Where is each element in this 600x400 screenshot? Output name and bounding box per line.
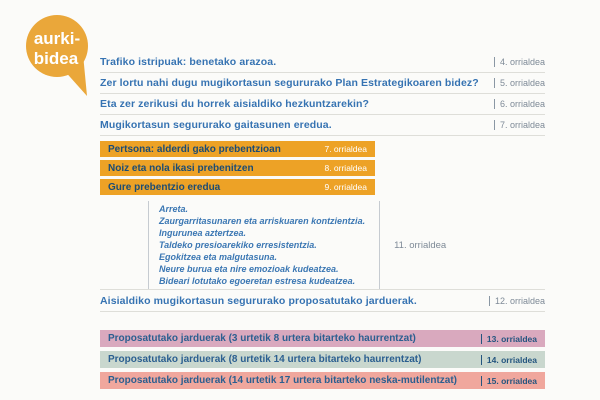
toc-row-page: 12. orrialdea [488,295,545,306]
bubble-title-line1: aurki- [34,29,80,48]
toc-row-label: Mugikortasun segururako gaitasunen eredu… [100,119,332,131]
proposal-row[interactable]: Proposatutako jarduerak (8 urtetik 14 ur… [100,351,545,368]
sublist-item: Bideari lotutako egoeretan estresa kudea… [159,276,356,286]
sublist-item: Egokitzea eta malgutasuna. [159,252,278,262]
sublist-item: Zaurgarritasunaren eta arriskuaren kontz… [159,216,366,226]
toc-row-page: 4. orrialdea [493,57,545,67]
highlighted-row-label: Gure prebentzio eredua [108,181,221,193]
toc-highlighted-section: Pertsona: alderdi gako prebentzioan 7. o… [100,141,545,195]
speech-bubble-icon: aurki- bidea [26,15,88,96]
toc-row[interactable]: Zer lortu nahi dugu mugikortasun segurur… [100,73,545,94]
proposal-row-page: 14. orrialdea [480,354,537,365]
sublist-item: Arreta. [159,204,189,214]
sublist-divider-rule [379,201,381,289]
highlighted-toc-row[interactable]: Pertsona: alderdi gako prebentzioan 7. o… [100,141,375,157]
toc-row[interactable]: Eta zer zerikusi du horrek aisialdiko he… [100,94,545,115]
highlighted-row-page: 9. orrialdea [324,182,367,192]
sublist-item: Taldeko presioarekiko erresistentzia. [159,240,317,250]
highlighted-row-page: 8. orrialdea [324,163,367,173]
highlighted-toc-row[interactable]: Gure prebentzio eredua 9. orrialdea [100,179,375,195]
bubble-title-line2: bidea [34,49,79,68]
toc-row-page: 6. orrialdea [493,99,545,109]
toc-row-page: 7. orrialdea [493,120,545,130]
proposal-row[interactable]: Proposatutako jarduerak (14 urtetik 17 u… [100,372,545,389]
toc-speech-bubble: aurki- bidea [24,14,96,98]
toc-row-label: Zer lortu nahi dugu mugikortasun segurur… [100,77,479,89]
toc-sublist-section: Arreta. Zaurgarritasunaren eta arriskuar… [148,201,545,289]
proposal-row-page: 15. orrialdea [480,375,537,386]
proposal-row-page: 13. orrialdea [480,333,537,344]
highlighted-row-label: Noiz eta nola ikasi prebenitzen [108,162,254,174]
proposal-row-label: Proposatutako jarduerak (3 urtetik 8 urt… [108,333,416,344]
toc-row-label: Trafiko istripuak: benetako arazoa. [100,56,277,68]
sublist-page: 11. orrialdea [394,239,447,251]
toc-mid-section: Aisialdiko mugikortasun segururako propo… [100,289,545,312]
highlighted-row-page: 7. orrialdea [324,144,367,154]
highlighted-row-label: Pertsona: alderdi gako prebentzioan [108,143,281,155]
proposal-row-label: Proposatutako jarduerak (8 urtetik 14 ur… [108,354,422,365]
toc-row[interactable]: Mugikortasun segururako gaitasunen eredu… [100,115,545,136]
toc-row[interactable]: Trafiko istripuak: benetako arazoa. 4. o… [100,52,545,73]
toc-row[interactable]: Aisialdiko mugikortasun segururako propo… [100,289,545,312]
toc-row-page: 5. orrialdea [493,78,545,88]
toc-top-section: Trafiko istripuak: benetako arazoa. 4. o… [100,52,545,136]
toc-row-label: Aisialdiko mugikortasun segururako propo… [100,294,417,307]
proposal-row-label: Proposatutako jarduerak (14 urtetik 17 u… [108,375,457,386]
table-of-contents: Trafiko istripuak: benetako arazoa. 4. o… [100,52,545,393]
toc-proposals-section: Proposatutako jarduerak (3 urtetik 8 urt… [100,330,545,389]
highlighted-toc-row[interactable]: Noiz eta nola ikasi prebenitzen 8. orria… [100,160,375,176]
sublist-left-rule [148,201,149,289]
proposal-row[interactable]: Proposatutako jarduerak (3 urtetik 8 urt… [100,330,545,347]
toc-row-label: Eta zer zerikusi du horrek aisialdiko he… [100,98,370,110]
sublist-item: Ingurunea aztertzea. [159,228,247,238]
sublist-items: Arreta. Zaurgarritasunaren eta arriskuar… [149,201,379,289]
sublist-item: Neure burua eta nire emozioak kudeatzea. [159,264,339,274]
